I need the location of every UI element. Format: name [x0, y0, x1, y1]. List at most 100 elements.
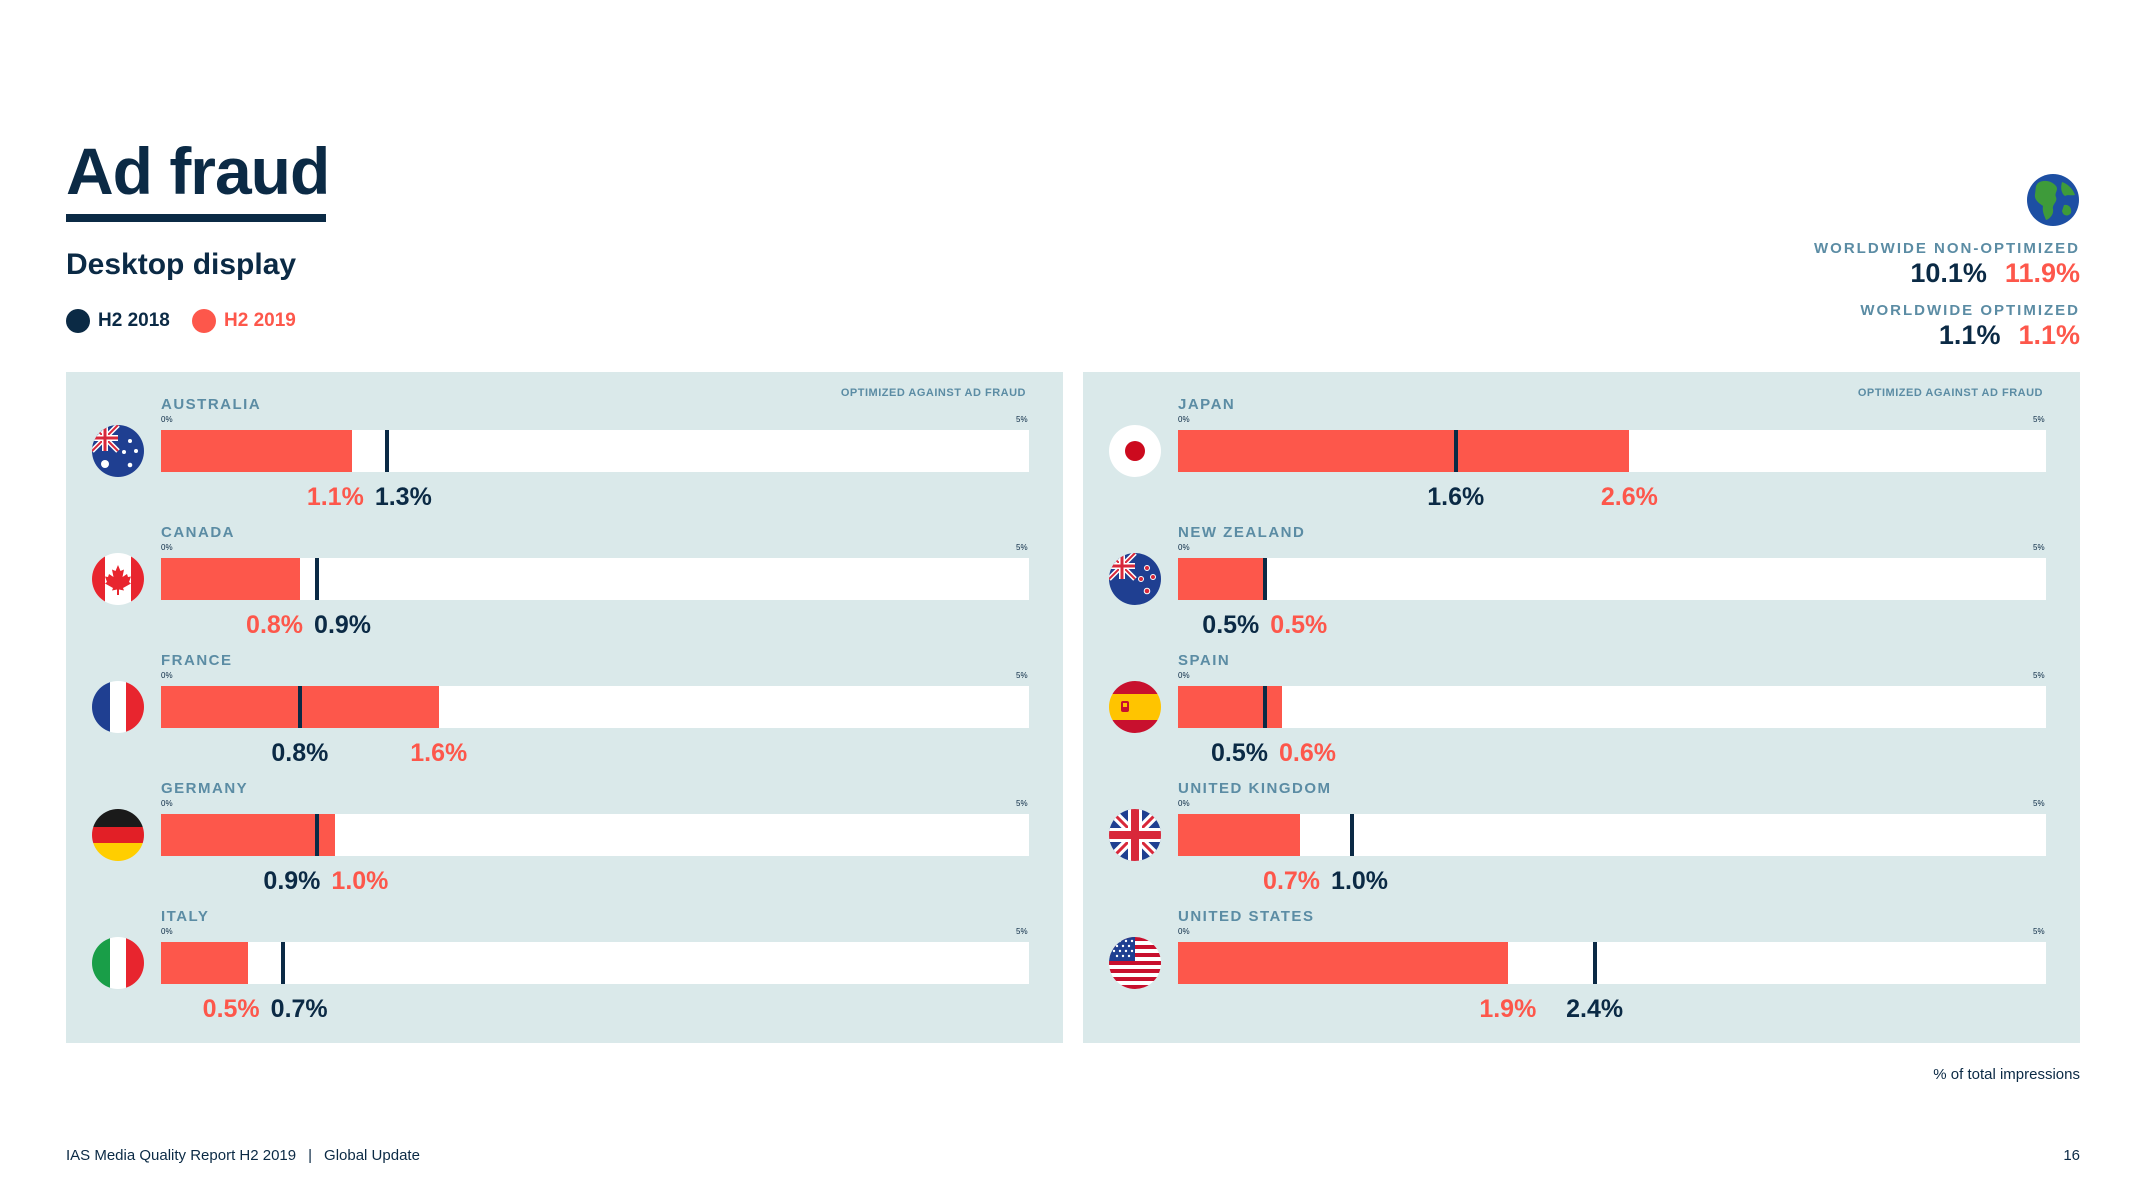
tick-label-min: 0% — [1178, 543, 1190, 552]
footer-section: Global Update — [324, 1147, 420, 1164]
country-label-france: FRANCE — [161, 652, 233, 669]
footer: IAS Media Quality Report H2 2019 | Global … — [66, 1147, 420, 1164]
bar-track-australia — [161, 430, 1029, 472]
page-subtitle: Desktop display — [66, 248, 297, 281]
italy-flag-icon — [92, 937, 144, 989]
globe-icon — [2027, 174, 2079, 226]
page-title: Ad fraud — [66, 134, 330, 208]
optimized-against-ad-fraud-label: OPTIMIZED AGAINST AD FRAUD — [840, 387, 1026, 399]
tick-label-max: 5% — [2033, 799, 2045, 808]
country-row-united-states: UNITED STATES 0% 5% 2.4% 1.9% — [1083, 884, 2080, 1022]
new-zealand-flag-icon — [1109, 553, 1161, 605]
legend-dot-h2-2018 — [66, 309, 90, 333]
country-row-italy: ITALY 0% 5% 0.7% 0.5% — [66, 884, 1063, 1022]
value-label-h2-2018-new-zealand: 0.5% — [1202, 611, 1260, 639]
tick-label-max: 5% — [2033, 543, 2045, 552]
bar-h2-2019-united-states — [1178, 942, 1508, 984]
value-label-h2-2019-spain: 0.6% — [1278, 739, 1336, 767]
footer-report-title: IAS Media Quality Report H2 2019 — [66, 1147, 297, 1164]
legend-dot-h2-2019 — [192, 309, 216, 333]
country-label-spain: SPAIN — [1178, 652, 1231, 669]
marker-h2-2018-united-states — [1592, 942, 1597, 984]
worldwide-optimized-h2-2019: 1.1% — [2018, 320, 2080, 350]
country-label-united-states: UNITED STATES — [1178, 908, 1315, 925]
country-label-new-zealand: NEW ZEALAND — [1178, 524, 1306, 541]
impressions-note: % of total impressions — [1933, 1066, 2080, 1083]
bar-track-germany — [161, 814, 1029, 856]
country-row-united-kingdom: UNITED KINGDOM 0% 5% 1.0% 0.7% — [1083, 756, 2080, 894]
value-label-h2-2019-australia: 1.1% — [306, 483, 364, 511]
tick-label-max: 5% — [2033, 927, 2045, 936]
bar-h2-2019-united-kingdom — [1178, 814, 1300, 856]
value-label-h2-2019-japan: 2.6% — [1600, 483, 1658, 511]
country-row-spain: SPAIN 0% 5% 0.5% 0.6% — [1083, 628, 2080, 766]
country-row-new-zealand: NEW ZEALAND 0% 5% 0.5% 0.5% — [1083, 500, 2080, 638]
marker-h2-2018-germany — [315, 814, 320, 856]
bar-h2-2019-italy — [161, 942, 248, 984]
tick-label-max: 5% — [2033, 671, 2045, 680]
country-label-united-kingdom: UNITED KINGDOM — [1178, 780, 1332, 797]
worldwide-non-optimized-values: 10.1% 11.9% — [1892, 258, 2080, 289]
tick-label-max: 5% — [1016, 799, 1028, 808]
australia-flag-icon — [92, 425, 144, 477]
page-number: 16 — [2063, 1147, 2080, 1164]
worldwide-optimized-label: WORLDWIDE OPTIMIZED — [1860, 302, 2080, 319]
germany-flag-icon — [92, 809, 144, 861]
country-label-japan: JAPAN — [1178, 396, 1236, 413]
country-label-australia: AUSTRALIA — [161, 396, 262, 413]
tick-label-max: 5% — [1016, 415, 1028, 424]
value-label-h2-2019-canada: 0.8% — [246, 611, 304, 639]
footer-separator: | — [308, 1147, 313, 1164]
country-label-italy: ITALY — [161, 908, 210, 925]
bar-track-france — [161, 686, 1029, 728]
tick-label-min: 0% — [161, 799, 173, 808]
worldwide-optimized-values: 1.1% 1.1% — [1921, 320, 2080, 351]
bar-h2-2019-australia — [161, 430, 352, 472]
tick-label-min: 0% — [1178, 799, 1190, 808]
tick-label-max: 5% — [1016, 543, 1028, 552]
title-underline — [66, 214, 326, 222]
united-states-flag-icon — [1109, 937, 1161, 989]
worldwide-non-optimized-label: WORLDWIDE NON-OPTIMIZED — [1814, 240, 2080, 257]
value-label-h2-2019-new-zealand: 0.5% — [1270, 611, 1328, 639]
tick-label-max: 5% — [1016, 927, 1028, 936]
bar-track-canada — [161, 558, 1029, 600]
tick-label-min: 0% — [161, 927, 173, 936]
country-label-canada: CANADA — [161, 524, 235, 541]
value-label-h2-2018-italy: 0.7% — [270, 995, 328, 1023]
tick-label-min: 0% — [161, 543, 173, 552]
country-label-germany: GERMANY — [161, 780, 249, 797]
value-label-h2-2019-france: 1.6% — [410, 739, 468, 767]
marker-h2-2018-australia — [384, 430, 389, 472]
legend-item-h2-2018: H2 2018 — [66, 308, 170, 334]
value-label-h2-2019-germany: 1.0% — [331, 867, 389, 895]
country-row-canada: CANADA 0% 5% 0.9% 0.8% — [66, 500, 1063, 638]
bar-track-new-zealand — [1178, 558, 2046, 600]
country-row-japan: JAPAN 0% 5% 1.6% 2.6% — [1083, 372, 2080, 510]
value-label-h2-2018-germany: 0.9% — [263, 867, 321, 895]
canada-flag-icon — [92, 553, 144, 605]
marker-h2-2018-canada — [315, 558, 320, 600]
value-label-h2-2018-france: 0.8% — [271, 739, 329, 767]
bar-track-japan — [1178, 430, 2046, 472]
value-label-h2-2018-australia: 1.3% — [374, 483, 432, 511]
united-kingdom-flag-icon — [1109, 809, 1161, 861]
legend-item-h2-2019: H2 2019 — [192, 308, 296, 334]
marker-h2-2018-united-kingdom — [1349, 814, 1354, 856]
country-row-france: FRANCE 0% 5% 0.8% 1.6% — [66, 628, 1063, 766]
bar-track-united-states — [1178, 942, 2046, 984]
legend-label-h2-2018: H2 2018 — [98, 310, 170, 331]
worldwide-non-optimized-h2-2019: 11.9% — [2004, 258, 2080, 288]
value-label-h2-2019-united-states: 1.9% — [1479, 995, 1537, 1023]
tick-label-max: 5% — [2033, 415, 2045, 424]
marker-h2-2018-spain — [1262, 686, 1267, 728]
bar-track-united-kingdom — [1178, 814, 2046, 856]
tick-label-min: 0% — [1178, 927, 1190, 936]
chart-panel-left: OPTIMIZED AGAINST AD FRAUD AUSTRALIA 0% 5%… — [66, 372, 1063, 1043]
value-label-h2-2019-united-kingdom: 0.7% — [1263, 867, 1321, 895]
marker-h2-2018-new-zealand — [1262, 558, 1267, 600]
value-label-h2-2018-united-states: 2.4% — [1566, 995, 1624, 1023]
bar-h2-2019-japan — [1178, 430, 1630, 472]
tick-label-min: 0% — [1178, 671, 1190, 680]
bar-h2-2019-new-zealand — [1178, 558, 1265, 600]
